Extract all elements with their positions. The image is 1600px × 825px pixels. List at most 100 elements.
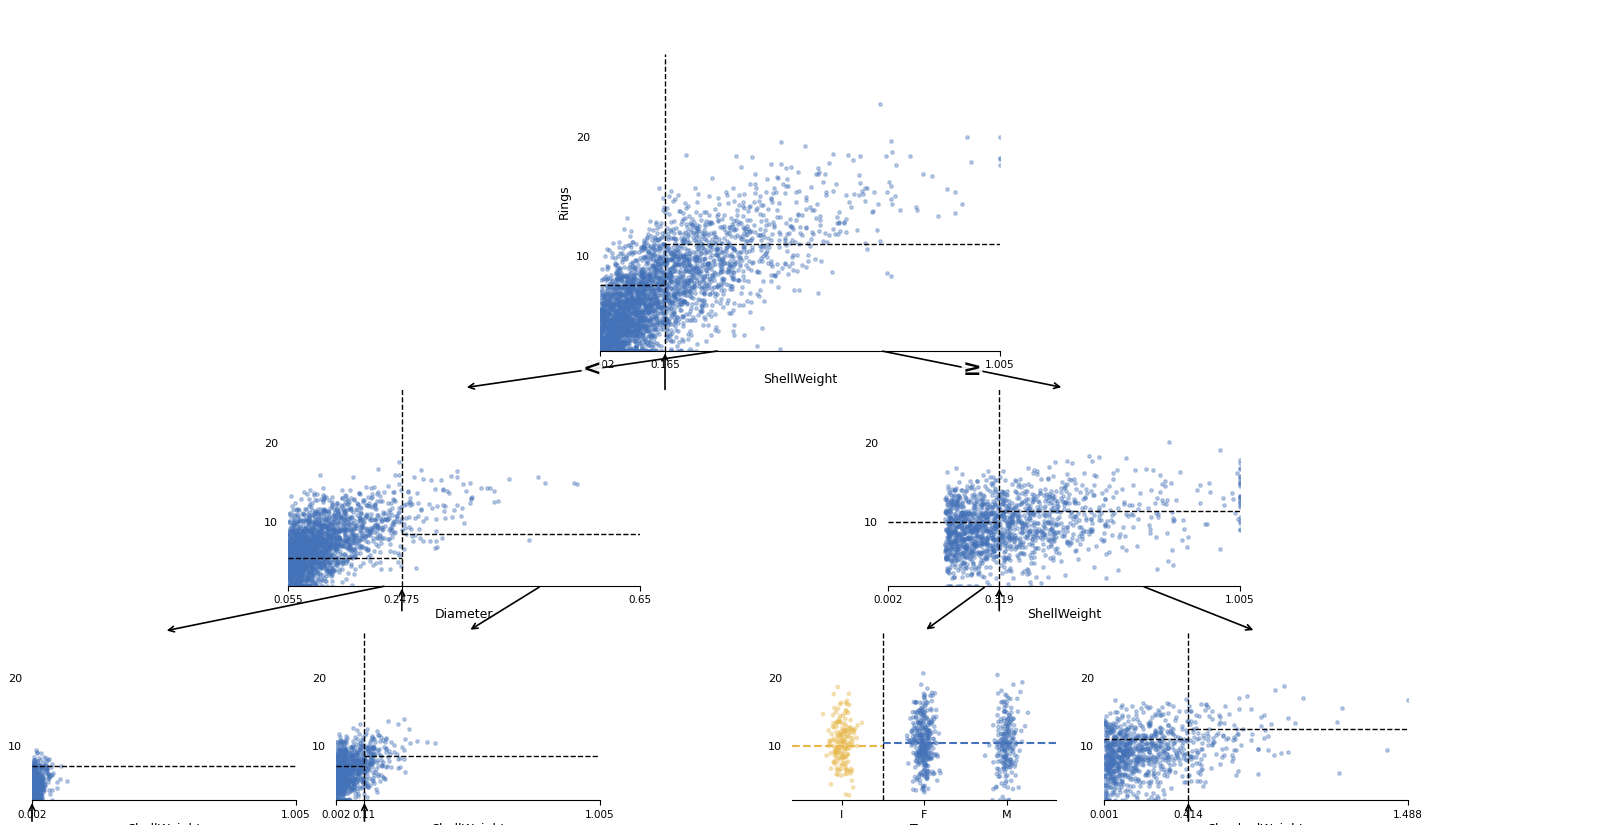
Point: [408, 503, 434, 516]
Point: [811, 226, 837, 239]
Point: [653, 276, 678, 290]
Point: [277, 538, 302, 551]
Point: [765, 171, 790, 184]
Point: [299, 543, 325, 556]
Point: [990, 512, 1016, 526]
Point: [280, 531, 306, 545]
Point: [942, 544, 968, 558]
Point: [24, 794, 50, 807]
Point: [614, 302, 640, 315]
Point: [587, 344, 613, 357]
Point: [914, 732, 939, 745]
Point: [635, 334, 661, 347]
Point: [1227, 703, 1253, 716]
Point: [285, 524, 310, 537]
Point: [19, 786, 45, 799]
Point: [637, 293, 662, 306]
Point: [350, 757, 376, 771]
Point: [622, 337, 648, 351]
Point: [638, 270, 664, 283]
Point: [666, 259, 691, 272]
Point: [1101, 729, 1126, 742]
Point: [683, 297, 709, 310]
Point: [590, 344, 616, 357]
Point: [19, 791, 45, 804]
Point: [680, 269, 706, 282]
Point: [630, 251, 656, 264]
Point: [747, 284, 773, 297]
Point: [275, 556, 301, 569]
Point: [318, 568, 344, 582]
Point: [835, 748, 861, 761]
Point: [637, 299, 662, 313]
Point: [1030, 527, 1056, 540]
Point: [995, 551, 1021, 564]
Point: [296, 534, 322, 547]
Point: [22, 757, 48, 770]
Point: [590, 304, 616, 318]
Point: [325, 785, 350, 799]
Point: [979, 541, 1005, 554]
Point: [590, 344, 616, 357]
Point: [960, 531, 986, 545]
Point: [621, 269, 646, 282]
Point: [686, 253, 712, 266]
Point: [299, 521, 325, 534]
Point: [595, 290, 621, 303]
Point: [280, 566, 306, 579]
Point: [291, 563, 317, 576]
Point: [616, 344, 642, 357]
Point: [347, 751, 373, 764]
Point: [21, 786, 46, 799]
Point: [1093, 751, 1118, 764]
Point: [590, 316, 616, 329]
Point: [1061, 512, 1086, 526]
Point: [355, 543, 381, 556]
Point: [587, 344, 613, 357]
Point: [1150, 707, 1176, 720]
Point: [331, 757, 357, 770]
Point: [278, 549, 304, 562]
Point: [1120, 509, 1146, 522]
Point: [301, 549, 326, 563]
Point: [670, 256, 696, 269]
Point: [286, 549, 312, 562]
Point: [894, 733, 920, 746]
Point: [346, 536, 371, 549]
Point: [630, 287, 656, 300]
Point: [968, 532, 994, 545]
Point: [670, 316, 696, 329]
Point: [949, 554, 974, 567]
Point: [619, 272, 645, 285]
Point: [598, 344, 624, 357]
Point: [352, 510, 378, 523]
Point: [594, 338, 619, 351]
Point: [285, 544, 310, 557]
Point: [917, 716, 942, 729]
Point: [717, 237, 742, 250]
Point: [320, 566, 346, 579]
Point: [622, 297, 648, 310]
Point: [608, 344, 634, 357]
Point: [325, 506, 350, 519]
Point: [613, 338, 638, 351]
Point: [592, 314, 618, 328]
Point: [1152, 752, 1178, 765]
Point: [606, 294, 632, 307]
Point: [354, 508, 379, 521]
Point: [290, 544, 315, 558]
Point: [707, 297, 733, 310]
Point: [280, 551, 306, 564]
Point: [602, 305, 627, 318]
Point: [626, 296, 651, 309]
Point: [605, 298, 630, 311]
Point: [278, 531, 304, 545]
Point: [592, 308, 618, 321]
Point: [640, 259, 666, 272]
Point: [1110, 760, 1136, 773]
Point: [640, 276, 666, 289]
Point: [659, 296, 685, 309]
Point: [637, 270, 662, 283]
Point: [598, 334, 624, 347]
Point: [587, 292, 613, 305]
